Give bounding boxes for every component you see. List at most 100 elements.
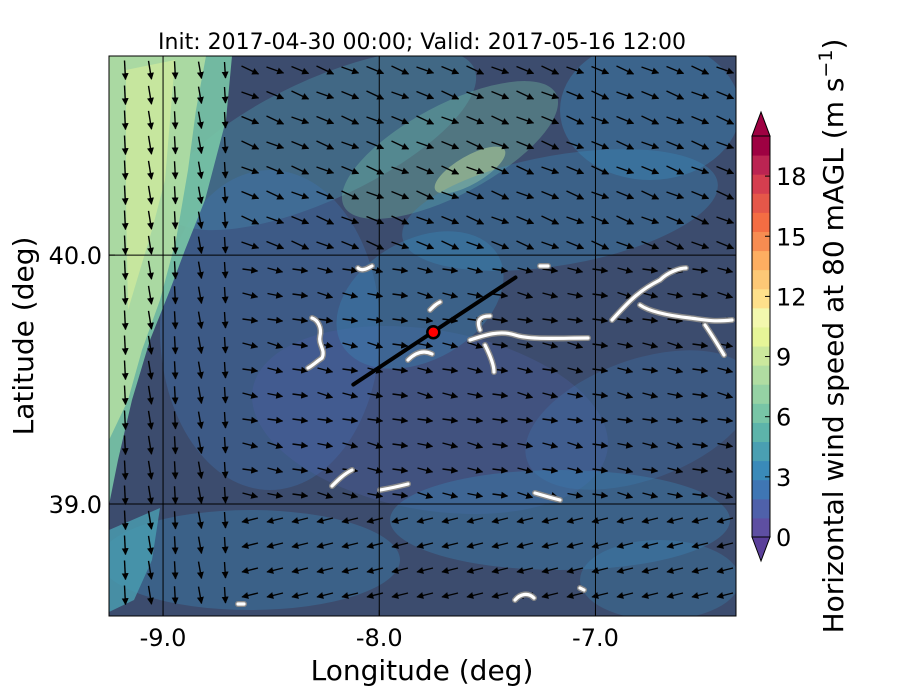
wind-vector (541, 65, 560, 75)
wind-vector (196, 211, 204, 230)
wind-vector (391, 140, 410, 150)
x-axis-ticks: -9.0 -8.0 -7.0 (140, 610, 619, 652)
wind-vector (667, 341, 684, 349)
wind-vector (317, 316, 334, 324)
wind-vector (466, 190, 485, 200)
wind-vector (442, 291, 459, 299)
wind-vector (616, 115, 635, 125)
wind-vector (692, 341, 709, 349)
colorbar-segment (752, 231, 770, 252)
wind-vector (666, 215, 685, 225)
wind-vector (691, 166, 710, 175)
wind-vector (171, 311, 179, 330)
wind-vector (242, 366, 259, 374)
colorbar-segment (752, 384, 770, 404)
wind-vector (516, 517, 534, 524)
wind-vector (441, 592, 459, 599)
wind-vector (491, 190, 510, 200)
wind-vector (616, 567, 634, 574)
wind-vector (367, 491, 384, 499)
wind-vector (691, 592, 709, 599)
wind-vector (291, 165, 310, 175)
wind-vector (441, 240, 460, 250)
colorbar-segment (752, 460, 770, 481)
wind-vector (292, 366, 309, 374)
wind-vector (292, 441, 309, 449)
wind-vector (591, 116, 610, 125)
wind-vector (392, 366, 409, 374)
wind-vector (716, 542, 734, 549)
wind-vector (441, 165, 460, 175)
wind-vector (241, 517, 259, 524)
wind-vector (466, 166, 485, 175)
x-tick-label: -9.0 (140, 624, 187, 652)
wind-vector (121, 285, 129, 306)
wind-vector (517, 491, 534, 499)
wind-vector (391, 190, 410, 200)
y-tick-label: 40.0 (49, 242, 102, 270)
reservoir-outline (406, 300, 442, 362)
wind-vector (317, 416, 334, 424)
wind-vector (591, 215, 610, 225)
wind-vector (291, 592, 309, 599)
wind-vector (147, 310, 154, 330)
wind-vector (366, 240, 385, 250)
wind-vector (641, 165, 660, 175)
colorbar-segment (752, 250, 770, 271)
wind-vector (241, 91, 260, 100)
wind-vector (616, 65, 635, 75)
wind-vector (171, 536, 179, 555)
wind-vector (641, 592, 659, 599)
wind-vector (147, 285, 154, 305)
wind-vector (221, 336, 229, 354)
wind-vector (242, 441, 259, 449)
wind-vector (417, 441, 434, 449)
reservoir-outline (468, 314, 590, 374)
wind-vector (491, 66, 510, 75)
wind-vector (617, 266, 634, 274)
wind-vector (567, 341, 584, 349)
wind-vector (567, 416, 584, 424)
wind-vector (147, 160, 154, 180)
wind-vector (667, 491, 684, 499)
wind-vector (266, 517, 284, 524)
wind-vector (221, 261, 229, 279)
wind-vector (691, 542, 709, 549)
wind-vector (121, 260, 129, 281)
wind-vector (147, 560, 154, 580)
wind-vector (442, 491, 459, 499)
wind-vector (641, 66, 660, 75)
wind-vector (196, 561, 204, 580)
wind-vector (542, 441, 559, 449)
wind-vector (591, 542, 609, 549)
wind-vector (196, 236, 204, 255)
wind-vector (567, 491, 584, 499)
wind-vector (541, 542, 559, 549)
colorbar-segment (752, 365, 770, 385)
wind-vector (466, 91, 485, 100)
wind-vector (316, 517, 334, 524)
wind-vector (221, 561, 229, 579)
field-patch (341, 81, 559, 219)
wind-vector (147, 510, 154, 530)
wind-vector (196, 61, 204, 80)
wind-vector (366, 65, 385, 75)
wind-vector (667, 366, 684, 374)
wind-vector (441, 567, 459, 574)
wind-vector (267, 441, 284, 449)
wind-vector (641, 216, 660, 225)
wind-vector (221, 286, 229, 304)
wind-vector (121, 410, 129, 431)
wind-vector (242, 266, 259, 274)
wind-vector (692, 416, 709, 424)
colorbar-tick-label: 0 (776, 524, 791, 552)
wind-vector (392, 341, 409, 349)
wind-vector (171, 186, 179, 205)
wind-vector (642, 341, 659, 349)
wind-vector (541, 517, 559, 524)
wind-vector (341, 165, 360, 175)
wind-vector (342, 341, 359, 349)
wind-vector (391, 567, 409, 574)
wind-vector (341, 66, 360, 75)
colorbar-tick-label: 9 (776, 344, 791, 372)
